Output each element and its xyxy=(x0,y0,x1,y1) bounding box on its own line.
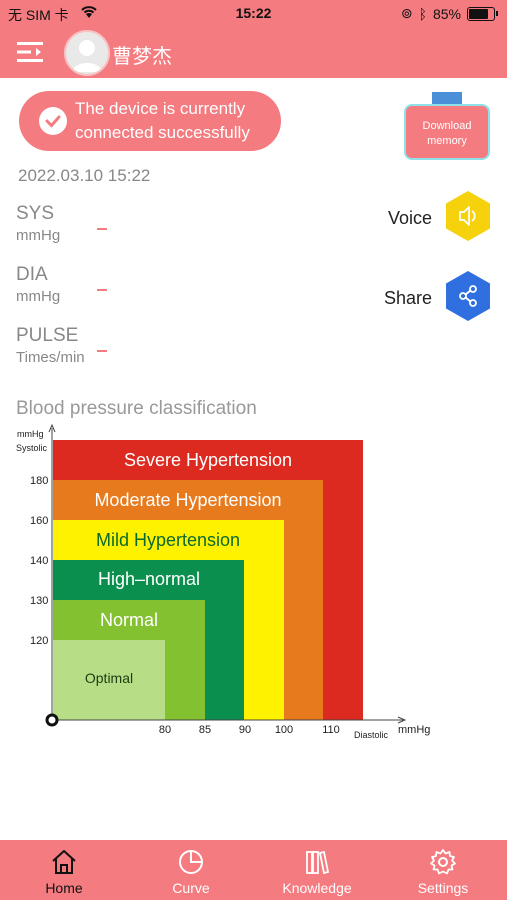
origin-dot xyxy=(45,713,59,727)
battery-percent: 85% xyxy=(432,5,461,22)
x-tick: 110 xyxy=(322,724,340,736)
zone-label-mild: Mild Hypertension xyxy=(96,530,240,550)
measurement-datetime: 2022.03.10 15:22 xyxy=(18,166,151,185)
wifi-icon xyxy=(80,4,98,23)
x-axis-label: Diastolic xyxy=(354,730,389,740)
y-axis-arrow xyxy=(48,423,56,433)
x-tick: 80 xyxy=(159,724,171,736)
clock: 15:22 xyxy=(235,5,272,21)
dia-value xyxy=(97,289,107,291)
username: 曹梦杰 xyxy=(112,46,172,68)
y-tick: 140 xyxy=(30,555,48,567)
sys-unit: mmHg xyxy=(16,227,61,244)
sys-value xyxy=(97,228,107,230)
books-icon xyxy=(306,850,330,875)
dia-label: DIA xyxy=(16,264,48,285)
lock-rotation-icon: ⊚ xyxy=(400,5,413,21)
battery-icon xyxy=(467,6,498,21)
zone-label-severe: Severe Hypertension xyxy=(124,450,292,470)
classification-title: Blood pressure classification xyxy=(16,398,257,419)
speaker-icon xyxy=(459,206,476,226)
download-label-line2: memory xyxy=(427,135,467,147)
gear-icon xyxy=(430,849,456,875)
tab-curve-label: Curve xyxy=(172,880,210,896)
y-tick: 120 xyxy=(30,635,48,647)
tab-curve[interactable]: Curve xyxy=(141,840,241,900)
zone-label-moderate: Moderate Hypertension xyxy=(94,490,281,510)
tab-home-label: Home xyxy=(45,880,83,896)
connection-line2: connected successfully xyxy=(75,123,250,142)
home-icon xyxy=(52,850,76,874)
pulse-value xyxy=(97,350,107,352)
tab-settings-label: Settings xyxy=(417,880,469,896)
x-axis-arrow xyxy=(397,716,407,724)
zone-label-normal: Normal xyxy=(100,610,158,630)
pulse-reading: PULSE Times/min xyxy=(16,325,85,366)
tab-home[interactable]: Home xyxy=(14,840,114,900)
dia-unit: mmHg xyxy=(16,288,61,305)
x-tick: 100 xyxy=(275,724,293,736)
voice-button[interactable] xyxy=(446,191,490,241)
share-button[interactable] xyxy=(446,271,490,321)
pie-chart-icon xyxy=(179,850,203,874)
pulse-label: PULSE xyxy=(16,325,79,346)
sys-label: SYS xyxy=(16,203,55,224)
sys-reading: SYS mmHg xyxy=(16,203,60,244)
zone-label-optimal: Optimal xyxy=(85,670,133,686)
check-icon xyxy=(39,107,67,135)
x-tick: 85 xyxy=(199,724,211,736)
avatar[interactable] xyxy=(64,30,110,76)
share-label: Share xyxy=(383,288,432,308)
nav-bar: 曹梦杰 xyxy=(0,28,507,78)
x-tick: 90 xyxy=(239,724,251,736)
download-icon xyxy=(432,92,462,106)
y-unit: mmHg xyxy=(17,429,44,439)
zone-label-high-normal: High–normal xyxy=(98,569,200,589)
carrier-label: 无 SIM 卡 xyxy=(8,7,69,23)
tab-knowledge-label: Knowledge xyxy=(282,880,352,896)
tab-settings[interactable]: Settings xyxy=(393,840,493,900)
voice-label: Voice xyxy=(387,208,432,228)
connection-status-badge: The device is currently connected succes… xyxy=(19,91,281,151)
dia-reading: DIA mmHg xyxy=(16,264,60,305)
y-tick: 180 xyxy=(30,475,48,487)
share-icon xyxy=(459,285,477,307)
y-axis-label: Systolic xyxy=(16,443,48,453)
download-memory-button[interactable]: Download memory xyxy=(404,92,490,162)
tab-bar: Home Curve Knowledge Settings xyxy=(0,840,507,900)
menu-icon[interactable] xyxy=(17,40,45,64)
y-tick: 160 xyxy=(30,515,48,527)
bluetooth-icon: ᛒ xyxy=(418,5,427,22)
y-tick: 130 xyxy=(30,595,48,607)
tab-knowledge[interactable]: Knowledge xyxy=(267,840,367,900)
connection-line1: The device is currently xyxy=(75,99,246,118)
bp-classification-chart: Severe Hypertension Moderate Hypertensio… xyxy=(16,423,430,740)
x-unit: mmHg xyxy=(398,724,430,736)
zone-optimal xyxy=(53,640,165,720)
status-bar: 无 SIM 卡 15:22 ⊚ ᛒ 85% xyxy=(0,0,507,28)
pulse-unit: Times/min xyxy=(16,349,85,366)
download-label-line1: Download xyxy=(422,120,472,132)
